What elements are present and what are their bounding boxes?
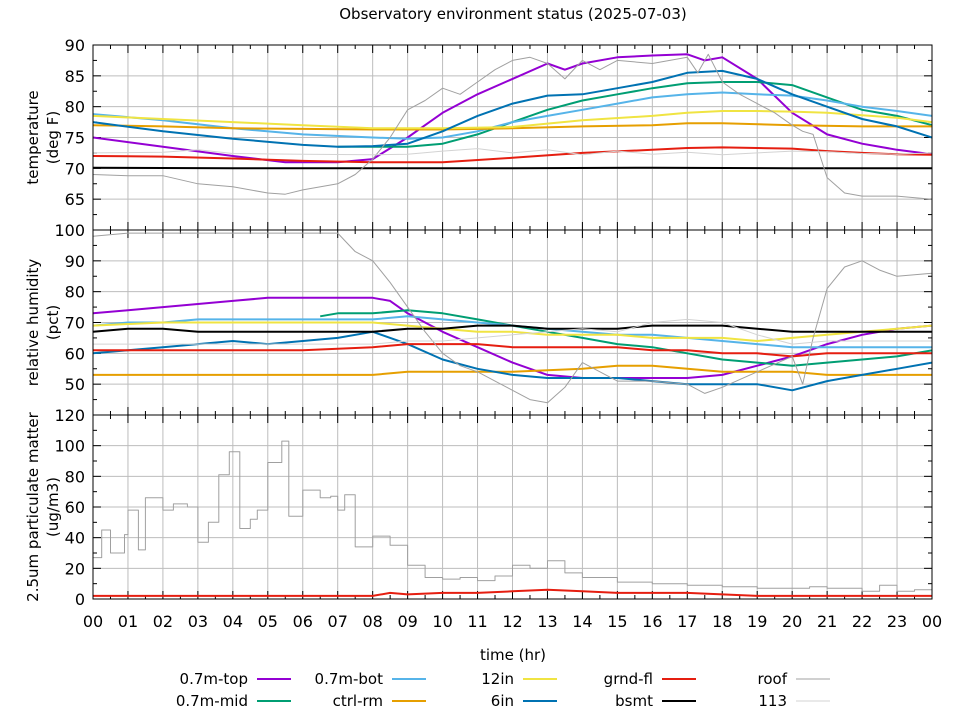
y-tick-label: 80 (65, 467, 85, 486)
x-tick-label: 02 (153, 612, 173, 631)
x-tick-label: 13 (537, 612, 557, 631)
y-axis-title: relative humidity (24, 259, 42, 387)
legend-label: bsmt (615, 692, 653, 710)
x-tick-label: 11 (467, 612, 487, 631)
x-tick-label: 07 (328, 612, 348, 631)
x-tick-label: 00 (922, 612, 942, 631)
y-tick-label: 65 (65, 190, 85, 209)
legend-label: 113 (758, 692, 787, 710)
legend-label: roof (758, 670, 788, 688)
x-tick-label: 23 (887, 612, 907, 631)
x-axis-title: time (hr) (480, 646, 546, 664)
x-tick-label: 04 (223, 612, 243, 631)
y-tick-label: 20 (65, 559, 85, 578)
y-tick-label: 85 (65, 67, 85, 86)
x-tick-label: 09 (397, 612, 417, 631)
series-line-0.7m-top (93, 296, 932, 379)
x-tick-label: 16 (642, 612, 662, 631)
x-tick-label: 22 (852, 612, 872, 631)
y-tick-label: 50 (65, 375, 85, 394)
x-tick-label: 18 (712, 612, 732, 631)
chart-title: Observatory environment status (2025-07-… (339, 5, 687, 23)
y-tick-label: 0 (75, 590, 85, 609)
y-tick-label: 70 (65, 159, 85, 178)
x-tick-label: 05 (258, 612, 278, 631)
series-line-grnd-fl (93, 588, 932, 597)
legend-label: 6in (491, 692, 514, 710)
legend-label: 0.7m-top (180, 670, 248, 688)
legend-label: 0.7m-mid (176, 692, 248, 710)
y-tick-label: 75 (65, 129, 85, 148)
y-axis-title: 2.5um particulate matter (24, 411, 42, 601)
legend-label: 12in (481, 670, 514, 688)
x-tick-label: 10 (432, 612, 452, 631)
y-axis-subtitle: (deg F) (44, 111, 62, 164)
x-tick-label: 15 (607, 612, 627, 631)
y-tick-label: 80 (65, 98, 85, 117)
x-tick-label: 20 (782, 612, 802, 631)
y-tick-label: 100 (54, 437, 85, 456)
x-tick-label: 08 (362, 612, 382, 631)
series-line-0.7m-mid (337, 81, 932, 148)
legend-label: ctrl-rm (333, 692, 383, 710)
series-line-113 (93, 148, 932, 156)
x-tick-label: 00 (83, 612, 103, 631)
y-tick-label: 80 (65, 283, 85, 302)
y-tick-label: 90 (65, 252, 85, 271)
x-tick-label: 03 (188, 612, 208, 631)
legend-label: grnd-fl (604, 670, 653, 688)
x-tick-label: 06 (293, 612, 313, 631)
x-tick-label: 14 (572, 612, 592, 631)
legend: 0.7m-top 0.7m-mid 0.7m-bot ctrl-rm 12in 6in gr… (176, 670, 830, 710)
series-line-roof (93, 232, 932, 404)
y-tick-label: 40 (65, 529, 85, 548)
y-tick-label: 90 (65, 36, 85, 55)
panel-2: 0 20 40 60 80 100 120 2.5um particulate matter(… (24, 406, 933, 609)
x-tick-label: 17 (677, 612, 697, 631)
y-tick-label: 60 (65, 344, 85, 363)
panel-1: 50 60 70 80 90 100 relative humidity (pct) (24, 221, 933, 416)
y-tick-label: 70 (65, 314, 85, 333)
panel-0: 65 70 75 80 85 90 temperature (deg F) (24, 36, 933, 231)
x-tick-label: 12 (502, 612, 522, 631)
y-tick-label: 120 (54, 406, 85, 425)
x-tick-label: 01 (118, 612, 138, 631)
y-axis-subtitle: (pct) (44, 305, 62, 340)
x-tick-label: 19 (747, 612, 767, 631)
y-axis-subtitle: (ug/m3) (44, 477, 62, 537)
legend-label: 0.7m-bot (315, 670, 384, 688)
x-tick-label: 21 (817, 612, 837, 631)
panel-frame (92, 414, 933, 600)
y-axis-title: temperature (24, 90, 42, 184)
series-line-6in (93, 69, 932, 148)
series-line-bsmt (93, 166, 932, 170)
series-line-ctrl-rm (93, 122, 932, 131)
y-tick-label: 100 (54, 221, 85, 240)
y-tick-label: 60 (65, 498, 85, 517)
